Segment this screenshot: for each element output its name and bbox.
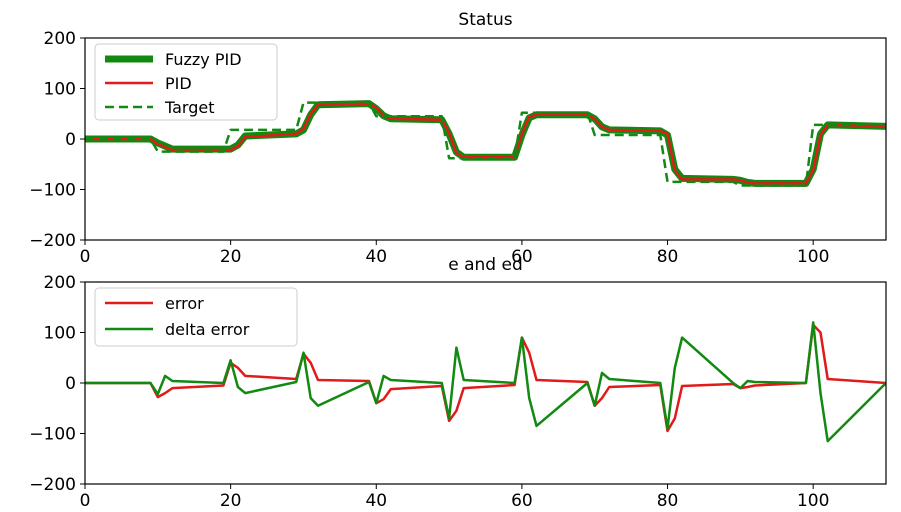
status-y-axis: 200 100 0 −100 −200 xyxy=(29,29,85,251)
legend-label: error xyxy=(165,294,204,313)
error-chart-title: e and ed xyxy=(448,255,523,275)
series-group xyxy=(85,100,886,187)
y-tick-label: −100 xyxy=(29,425,76,445)
status-legend: Fuzzy PID PID Target xyxy=(94,43,278,121)
x-tick-label: 100 xyxy=(797,247,829,267)
y-tick-label: 200 xyxy=(44,273,76,293)
x-tick-label: 40 xyxy=(365,491,387,511)
y-tick-label: 0 xyxy=(65,130,76,150)
series-line-delta-error xyxy=(85,321,886,443)
error-legend: error delta error xyxy=(94,287,298,347)
series-group xyxy=(85,321,886,443)
y-tick-label: 0 xyxy=(65,374,76,394)
error-chart: e and ed 0 20 40 60 80 100 200 100 0 −100 −200 er… xyxy=(29,255,887,511)
x-tick-label: 0 xyxy=(80,491,91,511)
legend-label: Target xyxy=(164,98,215,117)
status-x-axis: 0 20 40 60 80 100 xyxy=(80,240,829,267)
y-tick-label: 100 xyxy=(44,80,76,100)
legend-box xyxy=(94,43,278,121)
x-tick-label: 0 xyxy=(80,247,91,267)
status-chart-title: Status xyxy=(458,10,512,30)
error-y-axis: 200 100 0 −100 −200 xyxy=(29,273,85,495)
y-tick-label: 200 xyxy=(44,29,76,49)
x-tick-label: 40 xyxy=(365,247,387,267)
error-x-axis: 0 20 40 60 80 100 xyxy=(80,484,829,511)
y-tick-label: −200 xyxy=(29,475,76,495)
x-tick-label: 60 xyxy=(511,247,533,267)
y-tick-label: 100 xyxy=(44,324,76,344)
x-tick-label: 20 xyxy=(220,491,242,511)
status-chart: Status 0 20 40 60 80 100 200 100 0 −100 −200 Fuzz… xyxy=(29,10,887,267)
x-tick-label: 80 xyxy=(657,247,679,267)
legend-label: delta error xyxy=(165,320,250,339)
legend-label: Fuzzy PID xyxy=(165,50,242,69)
x-tick-label: 80 xyxy=(657,491,679,511)
x-tick-label: 100 xyxy=(797,491,829,511)
x-tick-label: 20 xyxy=(220,247,242,267)
y-tick-label: −200 xyxy=(29,231,76,251)
legend-label: PID xyxy=(165,74,192,93)
status-plot-area xyxy=(84,37,887,241)
series-line-pid xyxy=(85,102,886,185)
x-tick-label: 60 xyxy=(511,491,533,511)
series-line-target xyxy=(85,101,886,187)
y-tick-label: −100 xyxy=(29,181,76,201)
